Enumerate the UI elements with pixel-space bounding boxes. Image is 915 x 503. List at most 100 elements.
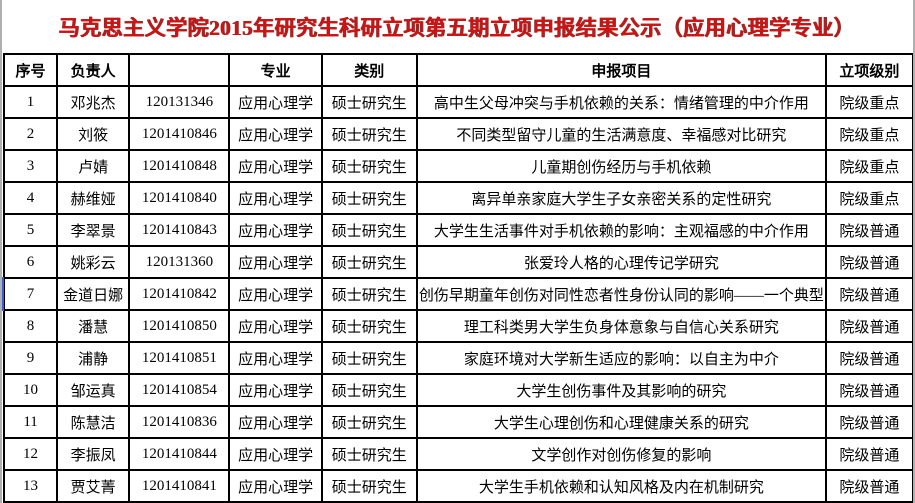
- leader-name-cell: 李振凤: [56, 437, 131, 471]
- index-cell: 10: [2, 373, 59, 407]
- student-id-cell: 1201410841: [128, 469, 231, 503]
- project-title-cell: 大学生生活事件对手机依赖的影响：主观福感的中介作用: [415, 213, 827, 247]
- major-cell: 应用心理学: [228, 181, 323, 215]
- leader-name-cell: 陈慧洁: [56, 405, 131, 439]
- index-cell: 6: [2, 245, 59, 279]
- major-cell: 应用心理学: [228, 341, 323, 375]
- student-id-cell: 120131360: [128, 245, 231, 279]
- table-row: 8 潘慧 1201410850 应用心理学 硕士研究生 理工科类男大学生负身体意象与自信心…: [2, 309, 913, 343]
- category-cell: 硕士研究生: [320, 469, 418, 503]
- index-cell: 7: [2, 277, 59, 311]
- index-cell: 5: [2, 213, 59, 247]
- leader-name-cell: 李翠景: [56, 213, 131, 247]
- table-row: 5 李翠景 1201410843 应用心理学 硕士研究生 大学生生活事件对手机依赖的影响：…: [2, 213, 913, 247]
- index-cell: 13: [2, 469, 59, 503]
- category-cell: 硕士研究生: [320, 213, 418, 247]
- page-title: 马克思主义学院2015年研究生科研立项第五期立项申报结果公示（应用心理学专业）: [59, 15, 856, 40]
- category-cell: 硕士研究生: [320, 309, 418, 343]
- header-level: 立项级别: [824, 53, 913, 87]
- category-cell: 硕士研究生: [320, 181, 418, 215]
- level-cell: 院级普通: [824, 309, 913, 343]
- level-cell: 院级普通: [824, 437, 913, 471]
- project-title-cell: 张爱玲人格的心理传记学研究: [415, 245, 827, 279]
- table-row: 12 李振凤 1201410844 应用心理学 硕士研究生 文学创作对创伤修复的影响 院级普…: [2, 437, 913, 471]
- index-cell: 9: [2, 341, 59, 375]
- level-cell: 院级普通: [824, 341, 913, 375]
- student-id-cell: 1201410844: [128, 437, 231, 471]
- table-row: 6 姚彩云 120131360 应用心理学 硕士研究生 张爱玲人格的心理传记学研究 院级普通: [2, 245, 913, 279]
- student-id-cell: 1201410854: [128, 373, 231, 407]
- index-cell: 11: [2, 405, 59, 439]
- student-id-cell: 1201410846: [128, 117, 231, 151]
- major-cell: 应用心理学: [228, 213, 323, 247]
- project-title-cell: 高中生父母冲突与手机依赖的关系：情绪管理的中介作用: [415, 85, 827, 119]
- header-major: 专业: [228, 53, 323, 87]
- project-title-cell: 理工科类男大学生负身体意象与自信心关系研究: [415, 309, 827, 343]
- leader-name-cell: 金道日娜: [56, 277, 131, 311]
- level-cell: 院级普通: [824, 405, 913, 439]
- level-cell: 院级普通: [824, 213, 913, 247]
- leader-name-cell: 姚彩云: [56, 245, 131, 279]
- table-row: 9 浦静 1201410851 应用心理学 硕士研究生 家庭环境对大学新生适应的影响：以自…: [2, 341, 913, 375]
- major-cell: 应用心理学: [228, 277, 323, 311]
- category-cell: 硕士研究生: [320, 277, 418, 311]
- student-id-cell: 1201410848: [128, 149, 231, 183]
- table-row: 3 卢婧 1201410848 应用心理学 硕士研究生 儿童期创伤经历与手机依赖 院级重点: [2, 149, 913, 183]
- student-id-cell: 1201410840: [128, 181, 231, 215]
- category-cell: 硕士研究生: [320, 437, 418, 471]
- header-student-id: [128, 53, 231, 87]
- category-cell: 硕士研究生: [320, 149, 418, 183]
- level-cell: 院级重点: [824, 85, 913, 119]
- header-category: 类别: [320, 53, 418, 87]
- category-cell: 硕士研究生: [320, 405, 418, 439]
- project-title-cell: 大学生手机依赖和认知风格及内在机制研究: [415, 469, 827, 503]
- leader-name-cell: 贾艾菁: [56, 469, 131, 503]
- category-cell: 硕士研究生: [320, 245, 418, 279]
- level-cell: 院级普通: [824, 245, 913, 279]
- student-id-cell: 1201410843: [128, 213, 231, 247]
- major-cell: 应用心理学: [228, 245, 323, 279]
- major-cell: 应用心理学: [228, 437, 323, 471]
- table-row: 10 邹运真 1201410854 应用心理学 硕士研究生 大学生创伤事件及其影响的研究院…: [2, 373, 913, 407]
- index-cell: 12: [2, 437, 59, 471]
- leader-name-cell: 卢婧: [56, 149, 131, 183]
- major-cell: 应用心理学: [228, 373, 323, 407]
- selection-edge-marker: [2, 277, 4, 311]
- leader-name-cell: 赫维娅: [56, 181, 131, 215]
- table-row: 7 金道日娜 1201410842 应用心理学 硕士研究生 创伤早期童年创伤对同性恋者性身…: [2, 277, 913, 311]
- table-row: 11 陈慧洁 1201410836 应用心理学 硕士研究生 大学生心理创伤和心理健康关系的…: [2, 405, 913, 439]
- header-project: 申报项目: [415, 53, 827, 87]
- leader-name-cell: 邹运真: [56, 373, 131, 407]
- project-title-cell: 家庭环境对大学新生适应的影响：以自主为中介: [415, 341, 827, 375]
- level-cell: 院级普通: [824, 373, 913, 407]
- category-cell: 硕士研究生: [320, 373, 418, 407]
- project-title-cell: 不同类型留守儿童的生活满意度、幸福感对比研究: [415, 117, 827, 151]
- project-title-cell: 大学生创伤事件及其影响的研究: [415, 373, 827, 407]
- leader-name-cell: 邓兆杰: [56, 85, 131, 119]
- header-leader: 负责人: [56, 53, 131, 87]
- category-cell: 硕士研究生: [320, 341, 418, 375]
- header-row: 序号 负责人 专业 类别 申报项目 立项级别: [2, 53, 913, 87]
- student-id-cell: 1201410851: [128, 341, 231, 375]
- index-cell: 4: [2, 181, 59, 215]
- index-cell: 8: [2, 309, 59, 343]
- student-id-cell: 120131346: [128, 85, 231, 119]
- major-cell: 应用心理学: [228, 117, 323, 151]
- major-cell: 应用心理学: [228, 469, 323, 503]
- project-title-cell: 大学生心理创伤和心理健康关系的研究: [415, 405, 827, 439]
- level-cell: 院级重点: [824, 181, 913, 215]
- index-cell: 3: [2, 149, 59, 183]
- table-row: 13 贾艾菁 1201410841 应用心理学 硕士研究生 大学生手机依赖和认知风格及内在…: [2, 469, 913, 503]
- student-id-cell: 1201410836: [128, 405, 231, 439]
- level-cell: 院级重点: [824, 149, 913, 183]
- project-title-cell: 离异单亲家庭大学生子女亲密关系的定性研究: [415, 181, 827, 215]
- index-cell: 1: [2, 85, 59, 119]
- project-title-cell: 文学创作对创伤修复的影响: [415, 437, 827, 471]
- student-id-cell: 1201410842: [128, 277, 231, 311]
- table-row: 2 刘筱 1201410846 应用心理学 硕士研究生 不同类型留守儿童的生活满意度、幸福…: [2, 117, 913, 151]
- category-cell: 硕士研究生: [320, 85, 418, 119]
- index-cell: 2: [2, 117, 59, 151]
- project-title-cell: 创伤早期童年创伤对同性恋者性身份认同的影响——一个典型: [415, 277, 827, 311]
- leader-name-cell: 潘慧: [56, 309, 131, 343]
- leader-name-cell: 刘筱: [56, 117, 131, 151]
